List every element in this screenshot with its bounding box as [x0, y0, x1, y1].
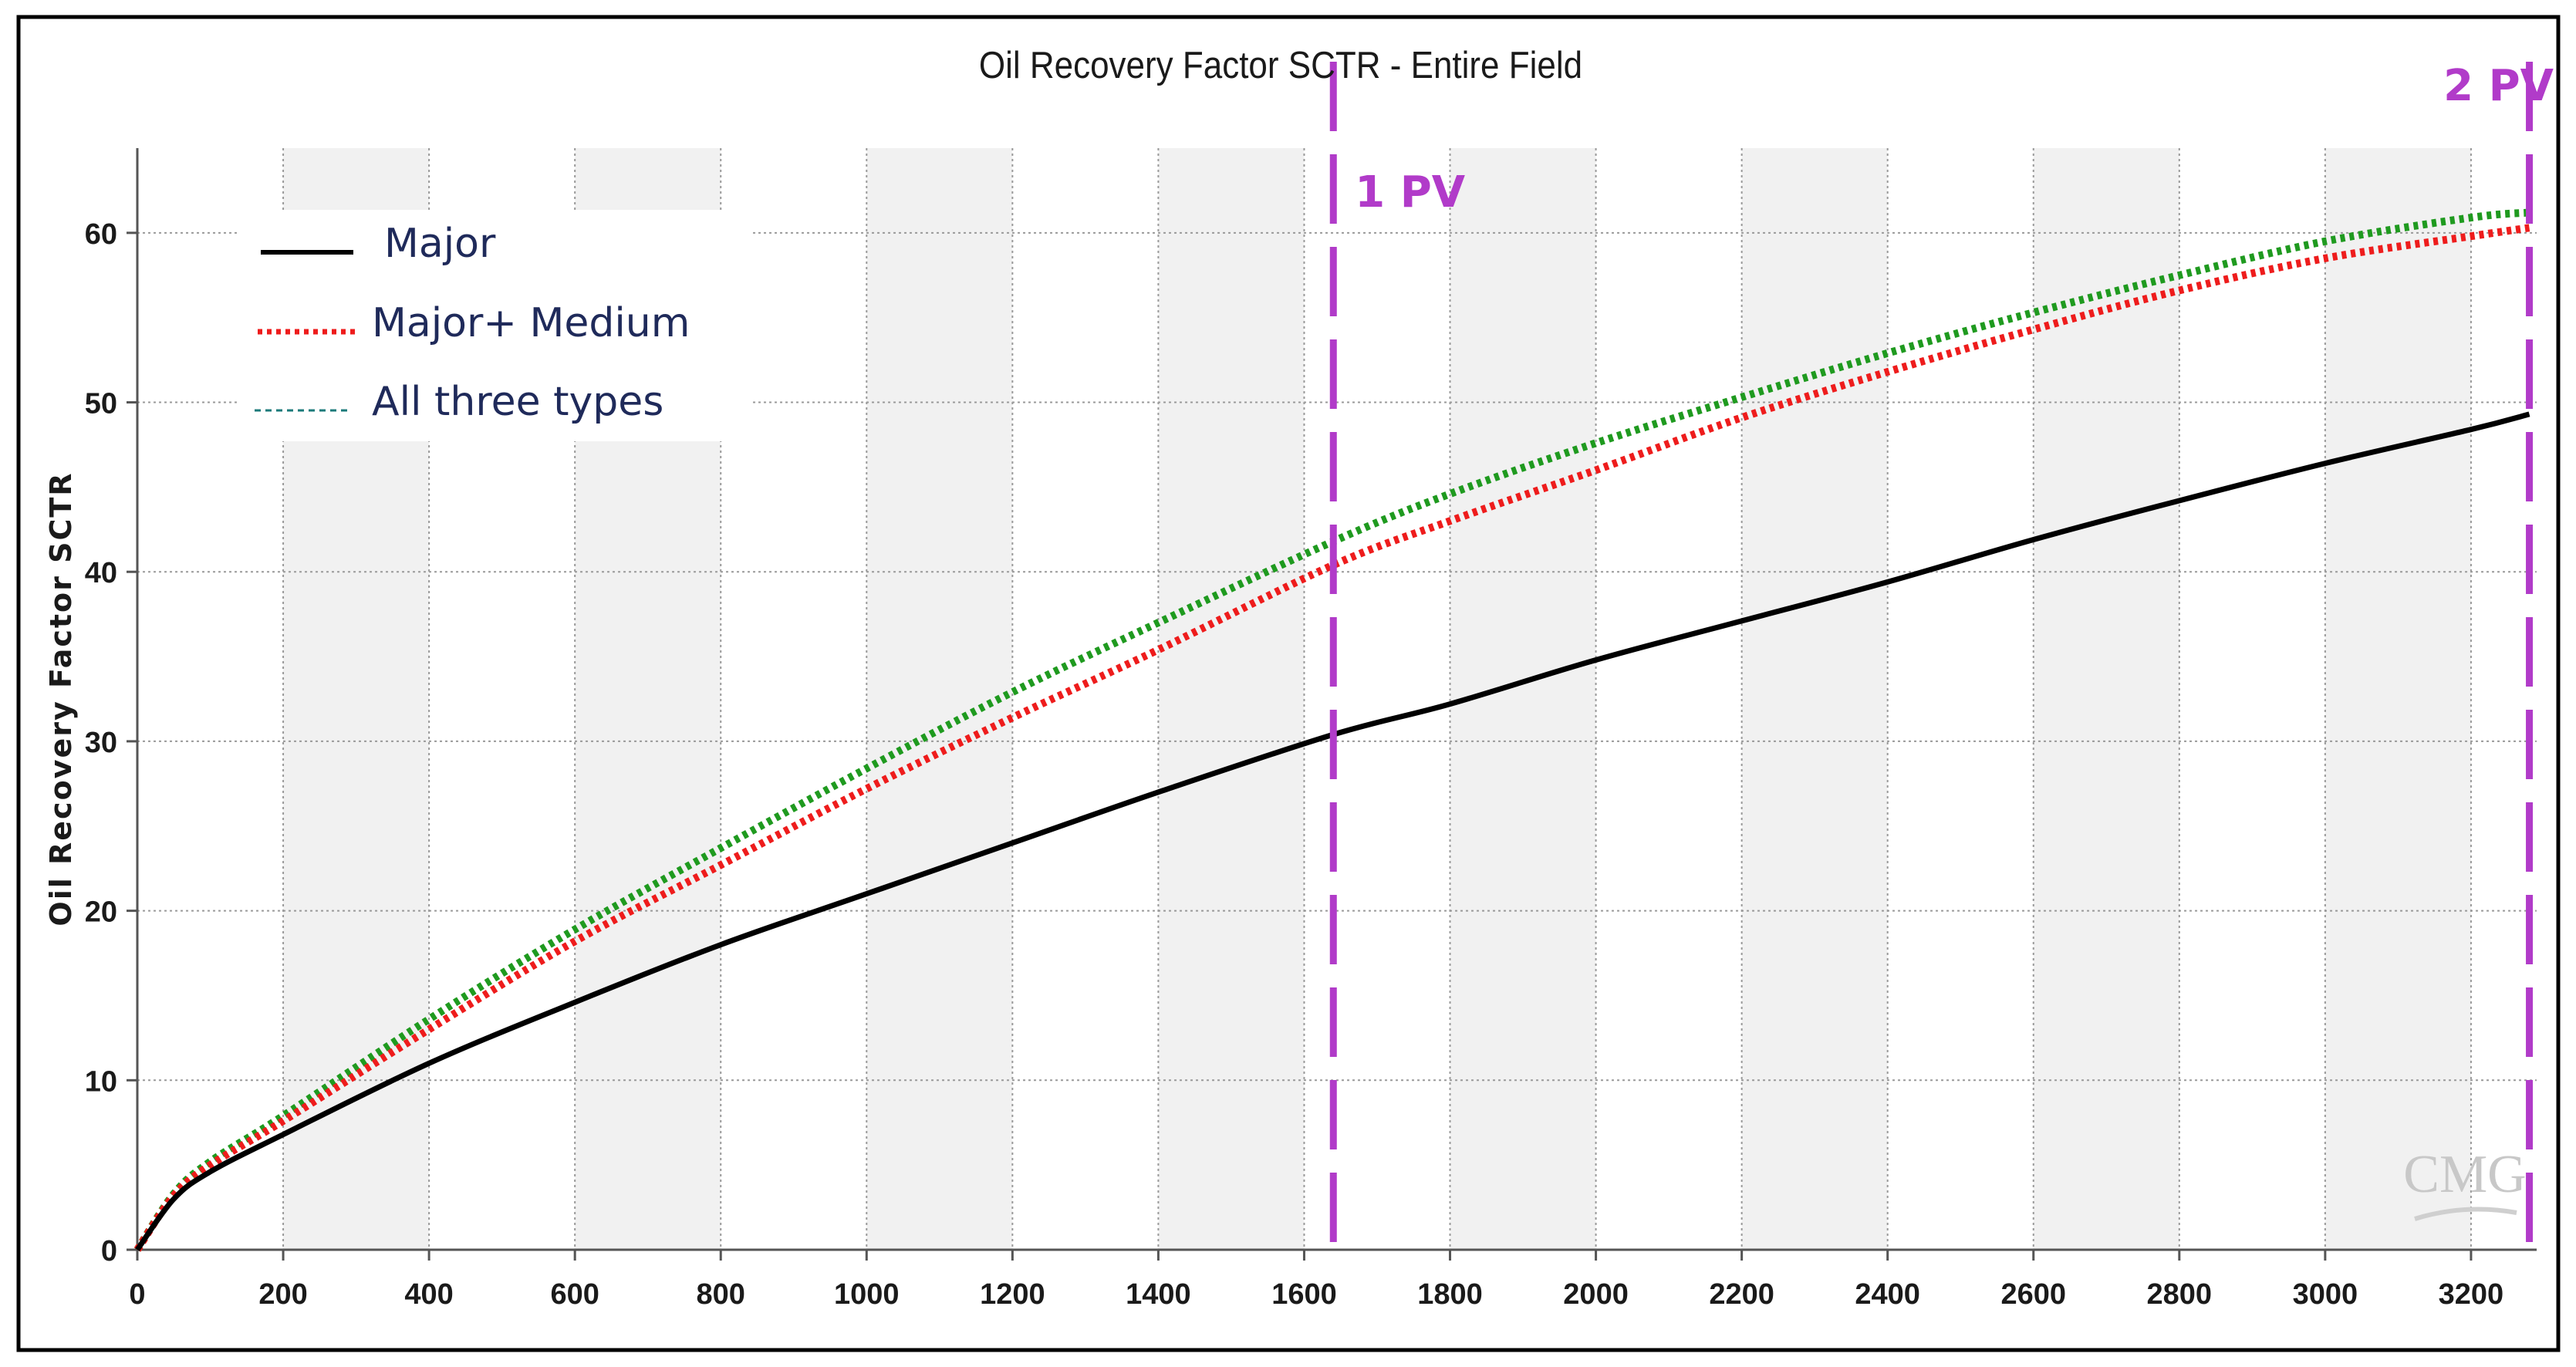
grid-band [1158, 148, 1305, 1250]
y-tick-label: 30 [85, 727, 117, 759]
x-tick-label: 1200 [980, 1278, 1045, 1311]
series-line-major-medium [133, 224, 2530, 1252]
watermark-swoosh [2414, 1207, 2517, 1221]
x-tick-label: 3000 [2293, 1278, 2358, 1311]
grid-band [2324, 148, 2471, 1250]
y-tick-label: 0 [101, 1235, 117, 1267]
y-tick-label: 20 [85, 896, 117, 929]
legend-label: Major [384, 221, 496, 267]
y-tick-label: 60 [85, 218, 117, 251]
y-tick-label: 10 [85, 1065, 117, 1098]
y-axis-label: Oil Recovery Factor SCTR [44, 471, 78, 926]
x-tick-label: 1400 [1126, 1278, 1191, 1311]
chart-title: Oil Recovery Factor SCTR - Entire Field [979, 43, 1582, 86]
legend-label: All three types [372, 379, 663, 425]
x-tick-label: 1600 [1271, 1278, 1337, 1311]
x-tick-label: 1000 [834, 1278, 900, 1311]
pv-label: 2 PV [2443, 61, 2554, 111]
x-tick-label: 400 [404, 1278, 453, 1311]
x-tick-label: 3200 [2439, 1278, 2504, 1311]
x-tick-label: 800 [697, 1278, 745, 1311]
x-tick-label: 2600 [2000, 1278, 2066, 1311]
x-tick-label: 2200 [1709, 1278, 1774, 1311]
y-tick-label: 50 [85, 388, 117, 420]
grid-band [866, 148, 1013, 1250]
series-line-major [135, 411, 2530, 1252]
pv-label: 1 PV [1355, 167, 1466, 218]
x-tick-label: 0 [129, 1278, 145, 1311]
y-tick-label: 40 [85, 557, 117, 589]
x-tick-label: 1800 [1417, 1278, 1483, 1311]
x-tick-label: 600 [550, 1278, 599, 1311]
x-tick-label: 200 [258, 1278, 307, 1311]
cmg-watermark: CMG [2403, 1145, 2526, 1204]
x-tick-label: 2400 [1855, 1278, 1920, 1311]
x-tick-label: 2800 [2147, 1278, 2213, 1311]
grid-band [2033, 148, 2179, 1250]
outer-border [16, 15, 2561, 1352]
legend-label: Major+ Medium [372, 300, 690, 346]
legend-box [239, 210, 751, 441]
x-tick-label: 2000 [1563, 1278, 1629, 1311]
grid-band [1741, 148, 1888, 1250]
